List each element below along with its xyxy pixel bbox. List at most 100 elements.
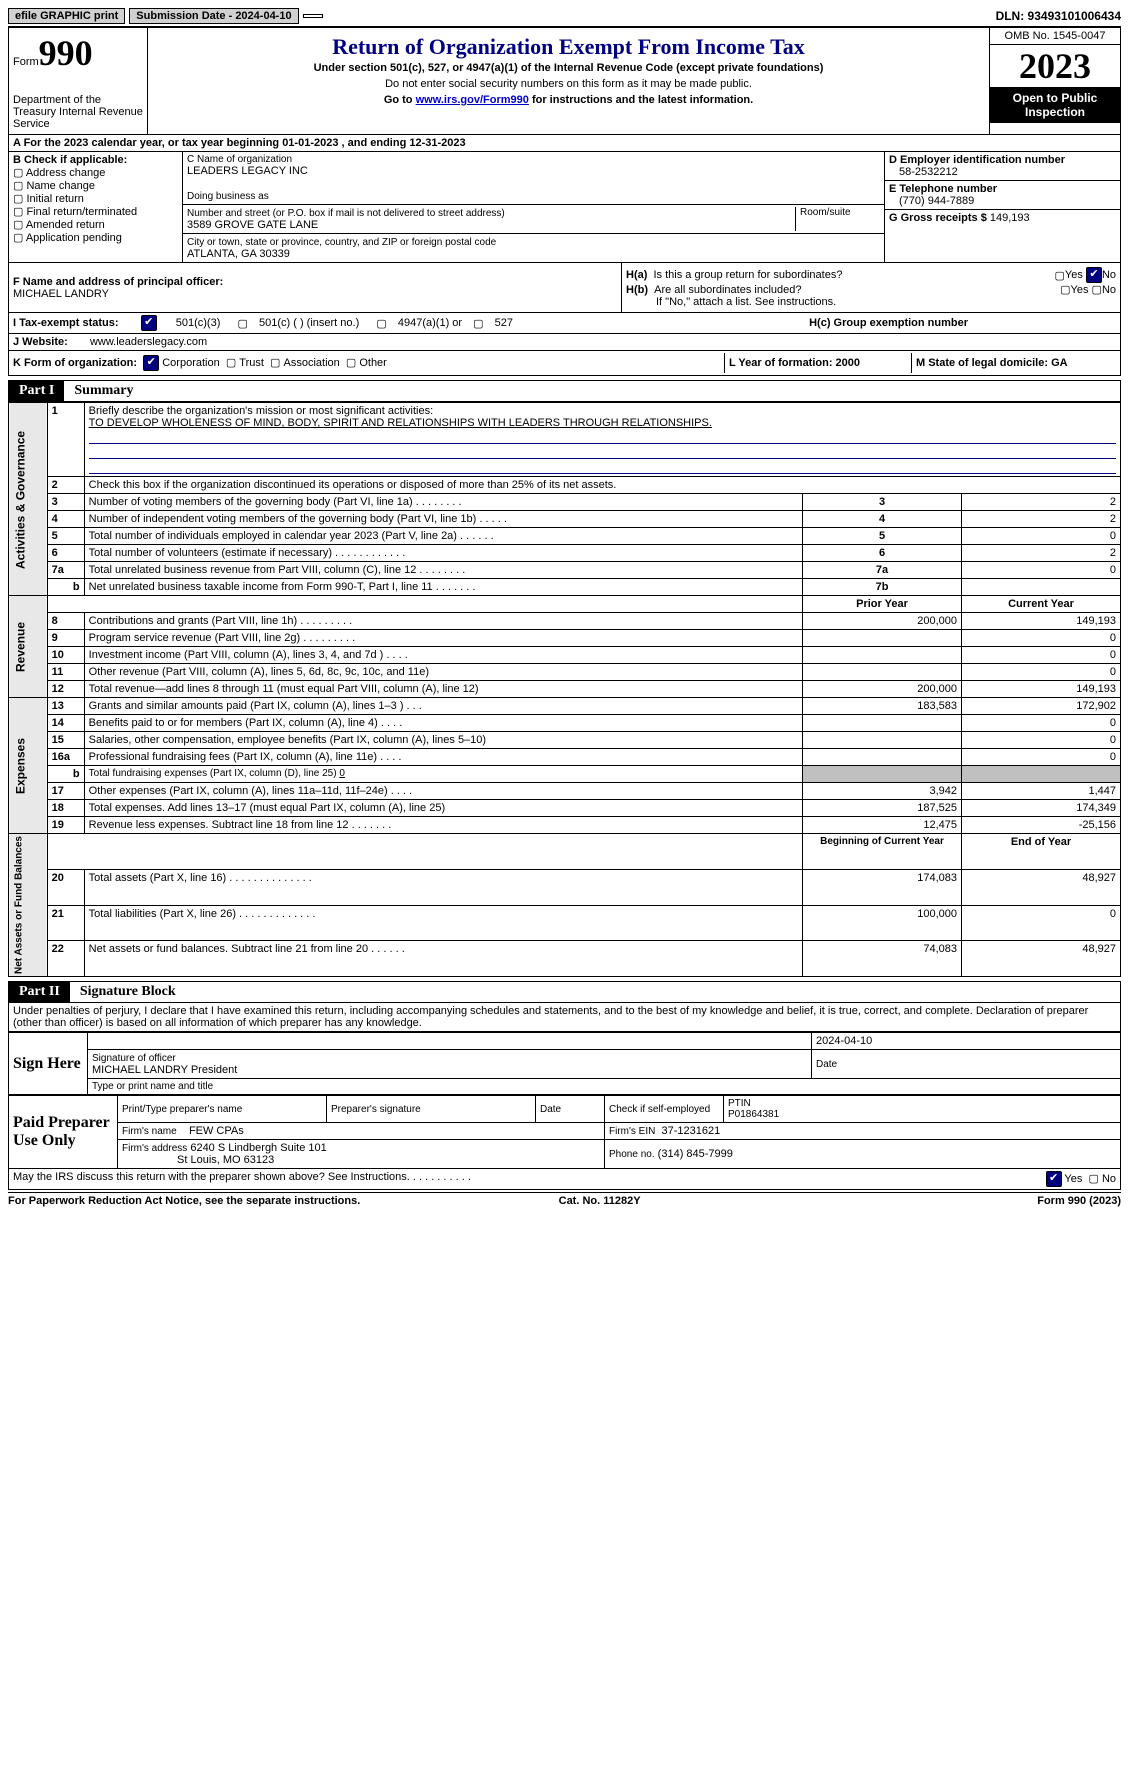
form-number: 990 [39,33,93,73]
cb-initial-return[interactable]: Initial return [26,193,83,205]
lbl-527: 527 [495,317,513,329]
discuss-question: May the IRS discuss this return with the… [13,1171,471,1187]
m-state: M State of legal domicile: GA [916,357,1068,369]
mission: TO DEVELOP WHOLENESS OF MIND, BODY, SPIR… [89,417,712,429]
side-netassets: Net Assets or Fund Balances [9,834,48,977]
l2: Check this box if the organization disco… [89,479,617,491]
discuss-yes-check[interactable] [1046,1171,1062,1187]
form-word: Form [13,56,39,68]
e17p: 3,942 [803,783,962,800]
ha-yes[interactable]: Yes [1065,269,1083,281]
hb-yes[interactable]: Yes [1071,284,1089,296]
ha-no-check[interactable] [1086,267,1102,283]
n21p: 100,000 [803,905,962,941]
jurat: Under penalties of perjury, I declare th… [8,1003,1121,1032]
n22c: 48,927 [962,941,1121,977]
cb-amended[interactable]: Amended return [26,219,105,231]
part2-label: Signature Block [70,984,176,1000]
part2-tab: Part II [9,982,70,1002]
j-label: J Website: [13,336,68,348]
entity-block: B Check if applicable: ▢ Address change … [8,152,1121,263]
l7b: Net unrelated business taxable income fr… [84,579,802,596]
current-year: Current Year [962,596,1121,613]
l10: Investment income (Part VIII, column (A)… [84,647,802,664]
room-suite: Room/suite [795,207,880,231]
irs-link[interactable]: www.irs.gov/Form990 [416,94,529,106]
omb-number: OMB No. 1545-0047 [990,28,1120,45]
officer-name: MICHAEL LANDRY President [92,1064,237,1076]
paid-preparer: Paid Preparer Use Only [9,1096,118,1169]
prep-name-label: Print/Type preparer's name [118,1096,327,1123]
ptin: P01864381 [728,1109,779,1120]
website[interactable]: www.leaderslegacy.com [90,336,207,348]
n20p: 174,083 [803,869,962,905]
e13c: 172,902 [962,698,1121,715]
firm-addr-label: Firm's address [122,1143,187,1154]
r8c: 149,193 [962,613,1121,630]
cb-final-return[interactable]: Final return/terminated [26,206,137,218]
summary-table: Activities & Governance 1 Briefly descri… [8,402,1121,977]
l11: Other revenue (Part VIII, column (A), li… [84,664,802,681]
type-name-label: Type or print name and title [88,1079,1121,1095]
city-state-zip: ATLANTA, GA 30339 [187,248,290,260]
phone: (770) 944-7889 [889,195,974,207]
submission-date: Submission Date - 2024-04-10 [129,8,298,24]
begin-year: Beginning of Current Year [803,834,962,870]
n21c: 0 [962,905,1121,941]
l5: Total number of individuals employed in … [84,528,802,545]
b-header: B Check if applicable: [13,154,127,166]
spacer [303,14,323,18]
l12: Total revenue—add lines 8 through 11 (mu… [84,681,802,698]
dln: DLN: 93493101006434 [996,9,1121,23]
subtitle-1: Under section 501(c), 527, or 4947(a)(1)… [156,62,981,74]
subtitle-2: Do not enter social security numbers on … [156,78,981,90]
footer: For Paperwork Reduction Act Notice, see … [8,1192,1121,1207]
lbl-assoc: Association [284,357,340,369]
cb-app-pending[interactable]: Application pending [26,232,122,244]
org-name: LEADERS LEGACY INC [187,165,880,177]
cb-501c3[interactable] [141,315,157,331]
form-header: Form990 Department of the Treasury Inter… [8,28,1121,135]
r10c: 0 [962,647,1121,664]
part1-tab: Part I [9,381,64,401]
efile-button[interactable]: efile GRAPHIC print [8,8,125,24]
c-name-label: C Name of organization [187,154,880,165]
i-label: I Tax-exempt status: [13,317,119,329]
side-expenses: Expenses [9,698,48,834]
firm-ein: 37-1231621 [661,1125,720,1137]
firm-label: Firm's name [122,1126,177,1137]
side-activities: Activities & Governance [9,403,48,596]
l8: Contributions and grants (Part VIII, lin… [84,613,802,630]
end-year: End of Year [962,834,1121,870]
cb-address-change[interactable]: Address change [26,167,106,179]
sign-here: Sign Here [9,1033,88,1095]
e-label: E Telephone number [889,183,997,195]
open-public: Open to Public Inspection [990,87,1120,123]
part1-label: Summary [64,383,133,399]
side-revenue: Revenue [9,596,48,698]
form-marker: Form 990 (2023) [1037,1195,1121,1207]
prep-sig-label: Preparer's signature [327,1096,536,1123]
l9: Program service revenue (Part VIII, line… [84,630,802,647]
e19c: -25,156 [962,817,1121,834]
part2-header: Part II Signature Block [8,981,1121,1003]
cb-name-change[interactable]: Name change [26,180,95,192]
principal-officer: MICHAEL LANDRY [13,288,109,300]
e15c: 0 [962,732,1121,749]
phone-label: Phone no. [609,1149,655,1160]
hb-no[interactable]: No [1102,284,1116,296]
v7a: 0 [962,562,1121,579]
l-year: L Year of formation: 2000 [729,357,860,369]
e18c: 174,349 [962,800,1121,817]
l17: Other expenses (Part IX, column (A), lin… [84,783,802,800]
tax-year: 2023 [990,45,1120,87]
l16a: Professional fundraising fees (Part IX, … [84,749,802,766]
goto-suffix: for instructions and the latest informat… [529,94,753,106]
e18p: 187,525 [803,800,962,817]
lbl-trust: Trust [239,357,264,369]
cb-corp[interactable] [143,355,159,371]
lbl-501c: 501(c) ( ) (insert no.) [259,317,359,329]
self-employed[interactable]: Check if self-employed [605,1096,724,1123]
top-bar: efile GRAPHIC print Submission Date - 20… [8,8,1121,28]
e16c: 0 [962,749,1121,766]
